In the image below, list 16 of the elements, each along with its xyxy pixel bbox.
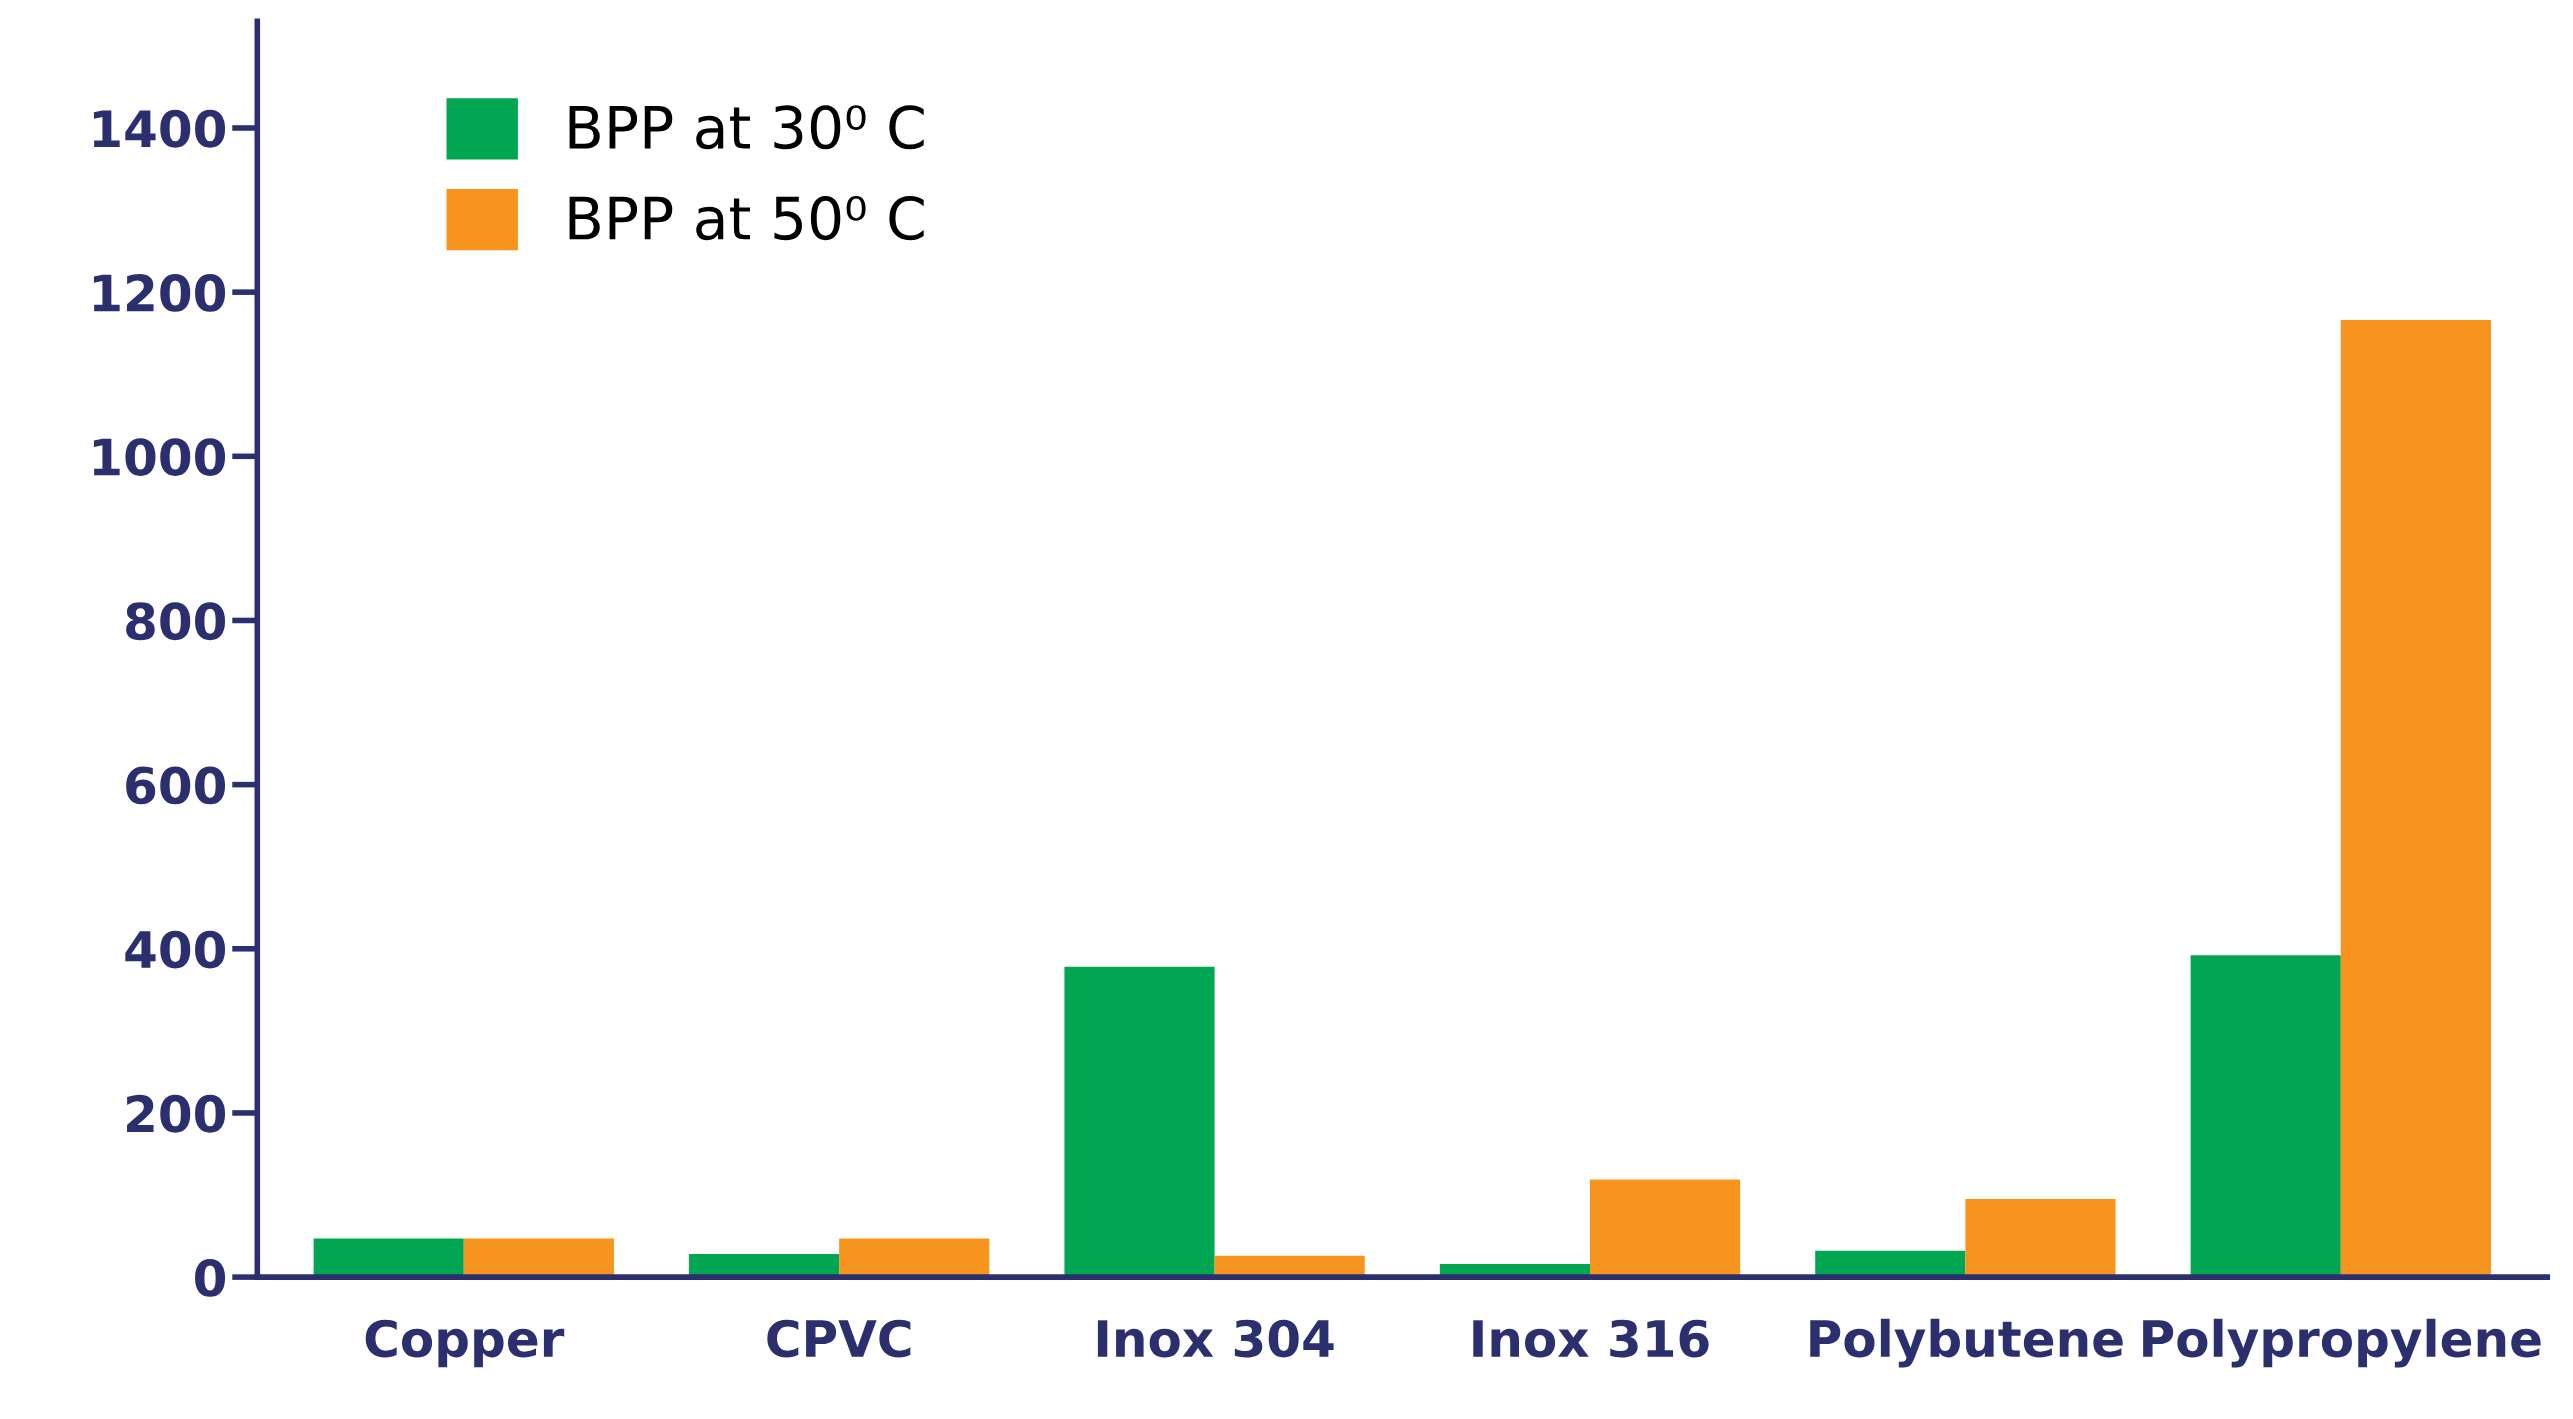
- x-tick-label: Inox 316: [1473, 1319, 1709, 1358]
- y-tick-label: 400: [125, 930, 226, 969]
- y-tick-label: 0: [195, 1258, 226, 1297]
- y-tick-label: 600: [126, 766, 226, 805]
- x-tick-label: Inox 304: [1097, 1319, 1334, 1358]
- y-tick-label: 1200: [93, 274, 226, 312]
- y-tick-label: 1400: [93, 109, 226, 148]
- x-tick-label: Copper: [365, 1319, 565, 1368]
- legend-label: BPP at 30⁰ C: [569, 105, 924, 150]
- x-tick-label: Polybutene: [1810, 1318, 2123, 1368]
- y-tick-label: 1000: [93, 438, 226, 477]
- x-tick-label: Polypropylene: [2143, 1318, 2541, 1368]
- y-tick-label: 800: [126, 602, 226, 641]
- legend-label: BPP at 50⁰ C: [569, 196, 924, 241]
- y-tick-label: 200: [127, 1094, 226, 1133]
- x-tick-label: CPVC: [767, 1319, 911, 1358]
